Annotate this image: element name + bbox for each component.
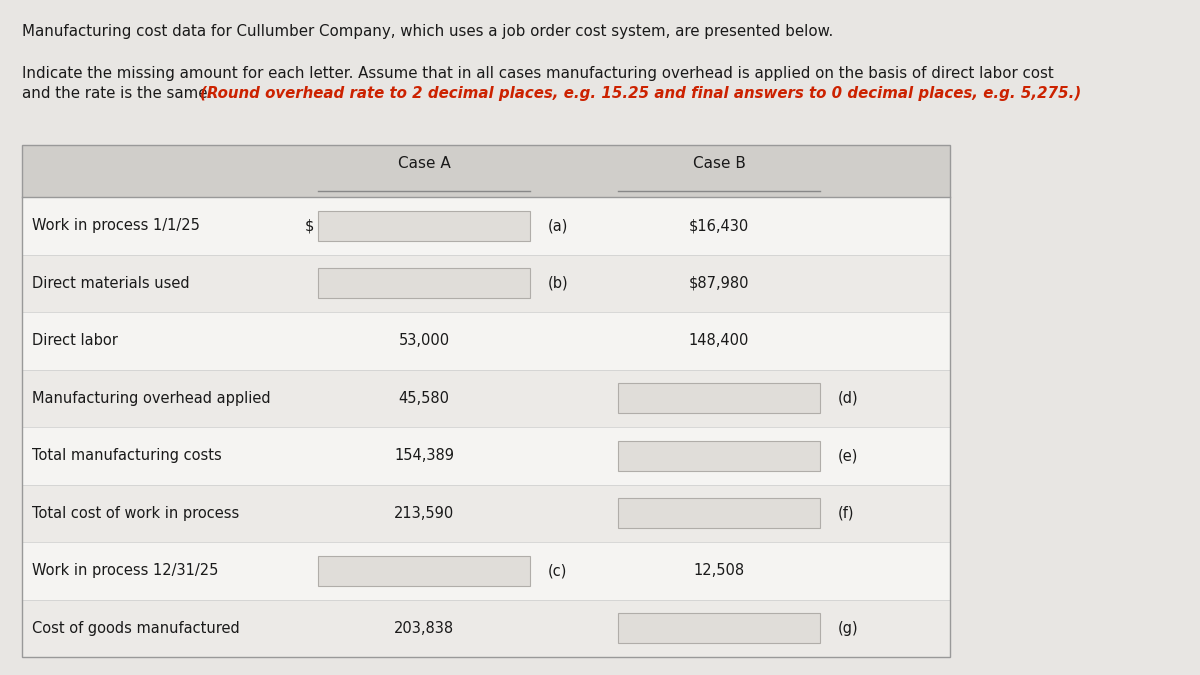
- Text: Direct materials used: Direct materials used: [32, 276, 190, 291]
- Bar: [318, 556, 530, 586]
- Bar: [22, 427, 950, 485]
- Bar: [618, 441, 820, 470]
- Bar: [22, 369, 950, 427]
- Bar: [22, 599, 950, 657]
- Text: $87,980: $87,980: [689, 276, 749, 291]
- Text: (b): (b): [548, 276, 569, 291]
- Text: 53,000: 53,000: [398, 333, 450, 348]
- Text: 154,389: 154,389: [394, 448, 454, 463]
- Bar: [22, 485, 950, 542]
- Bar: [618, 498, 820, 529]
- Text: and the rate is the same.: and the rate is the same.: [22, 86, 217, 101]
- Text: 203,838: 203,838: [394, 621, 454, 636]
- Text: $16,430: $16,430: [689, 218, 749, 234]
- Text: Total cost of work in process: Total cost of work in process: [32, 506, 239, 520]
- Text: Work in process 12/31/25: Work in process 12/31/25: [32, 563, 218, 578]
- Bar: [22, 197, 950, 254]
- Text: 45,580: 45,580: [398, 391, 450, 406]
- Text: (d): (d): [838, 391, 859, 406]
- Text: Direct labor: Direct labor: [32, 333, 118, 348]
- Text: $: $: [305, 218, 314, 234]
- Text: Manufacturing overhead applied: Manufacturing overhead applied: [32, 391, 271, 406]
- Text: (Round overhead rate to 2 decimal places, e.g. 15.25 and final answers to 0 deci: (Round overhead rate to 2 decimal places…: [200, 86, 1081, 101]
- Text: Indicate the missing amount for each letter. Assume that in all cases manufactur: Indicate the missing amount for each let…: [22, 66, 1054, 81]
- Text: (f): (f): [838, 506, 854, 520]
- Bar: [22, 254, 950, 312]
- Text: Cost of goods manufactured: Cost of goods manufactured: [32, 621, 240, 636]
- Text: (c): (c): [548, 563, 568, 578]
- Bar: [318, 211, 530, 241]
- Text: Case A: Case A: [397, 156, 450, 171]
- Bar: [22, 312, 950, 369]
- Bar: [318, 268, 530, 298]
- Bar: [22, 542, 950, 599]
- Bar: [22, 145, 950, 197]
- Text: (e): (e): [838, 448, 858, 463]
- Text: (g): (g): [838, 621, 859, 636]
- Bar: [618, 383, 820, 413]
- Text: (a): (a): [548, 218, 569, 234]
- Text: Total manufacturing costs: Total manufacturing costs: [32, 448, 222, 463]
- Text: Case B: Case B: [692, 156, 745, 171]
- Text: Manufacturing cost data for Cullumber Company, which uses a job order cost syste: Manufacturing cost data for Cullumber Co…: [22, 24, 833, 39]
- Text: 12,508: 12,508: [694, 563, 744, 578]
- Text: 213,590: 213,590: [394, 506, 454, 520]
- Bar: [22, 145, 950, 657]
- Text: 148,400: 148,400: [689, 333, 749, 348]
- Bar: [618, 614, 820, 643]
- Text: Work in process 1/1/25: Work in process 1/1/25: [32, 218, 200, 234]
